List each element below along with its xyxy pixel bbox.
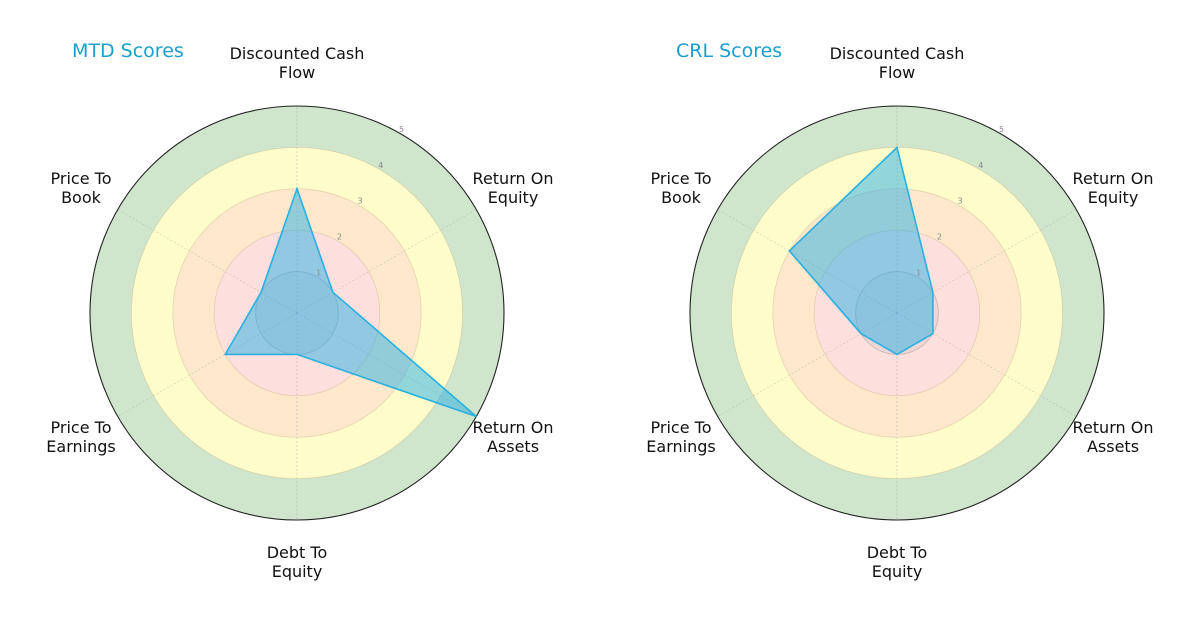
chart-title: MTD Scores <box>72 40 184 62</box>
axis-label-return-on-equity: Return On Equity <box>472 169 554 207</box>
axis-spoke <box>717 209 898 314</box>
axis-spoke <box>717 312 898 417</box>
radial-tick-label: 4 <box>378 161 383 170</box>
axis-label-price-to-book: Price To Book <box>50 169 112 207</box>
outer-ring <box>689 105 1105 521</box>
axis-label-return-on-assets: Return On Assets <box>472 418 554 456</box>
score-polygon <box>788 145 934 356</box>
radial-tick-label: 1 <box>316 268 321 277</box>
axis-label-price-to-earnings: Price To Earnings <box>646 418 716 456</box>
radial-tick-label: 5 <box>399 125 404 134</box>
radial-tick-label: 5 <box>999 125 1004 134</box>
axis-spoke <box>296 209 477 314</box>
crl-radar-panel: CRL Scores 1 2 3 4 5 Discounted Cash Flow Re… <box>600 0 1200 625</box>
axis-spoke <box>896 209 1077 314</box>
radar-chart: 1 2 3 4 5 <box>89 105 505 521</box>
radial-tick-label: 4 <box>978 161 983 170</box>
axis-label-price-to-book: Price To Book <box>650 169 712 207</box>
radar-chart: 1 2 3 4 5 <box>689 105 1105 521</box>
axis-spoke <box>896 312 1077 417</box>
axis-label-discounted-cash-flow: Discounted Cash Flow <box>829 44 965 82</box>
chart-title: CRL Scores <box>676 40 783 62</box>
outer-ring <box>89 105 505 521</box>
axis-label-debt-to-equity: Debt To Equity <box>266 543 328 581</box>
axis-label-discounted-cash-flow: Discounted Cash Flow <box>229 44 365 82</box>
radial-tick-label: 2 <box>337 233 342 242</box>
axis-label-debt-to-equity: Debt To Equity <box>866 543 928 581</box>
axis-spoke <box>117 312 298 417</box>
mtd-radar-panel: MTD Scores 1 2 3 4 5 Discounted Cash Flow Re… <box>46 40 554 581</box>
radial-tick-label: 1 <box>916 268 921 277</box>
axis-spoke <box>117 209 298 314</box>
radial-tick-label: 2 <box>937 233 942 242</box>
score-polygon <box>223 186 477 418</box>
axis-label-return-on-equity: Return On Equity <box>1072 169 1154 207</box>
axis-label-price-to-earnings: Price To Earnings <box>46 418 116 456</box>
axis-label-return-on-assets: Return On Assets <box>1072 418 1154 456</box>
radial-tick-label: 3 <box>958 197 963 206</box>
radial-tick-label: 3 <box>358 197 363 206</box>
